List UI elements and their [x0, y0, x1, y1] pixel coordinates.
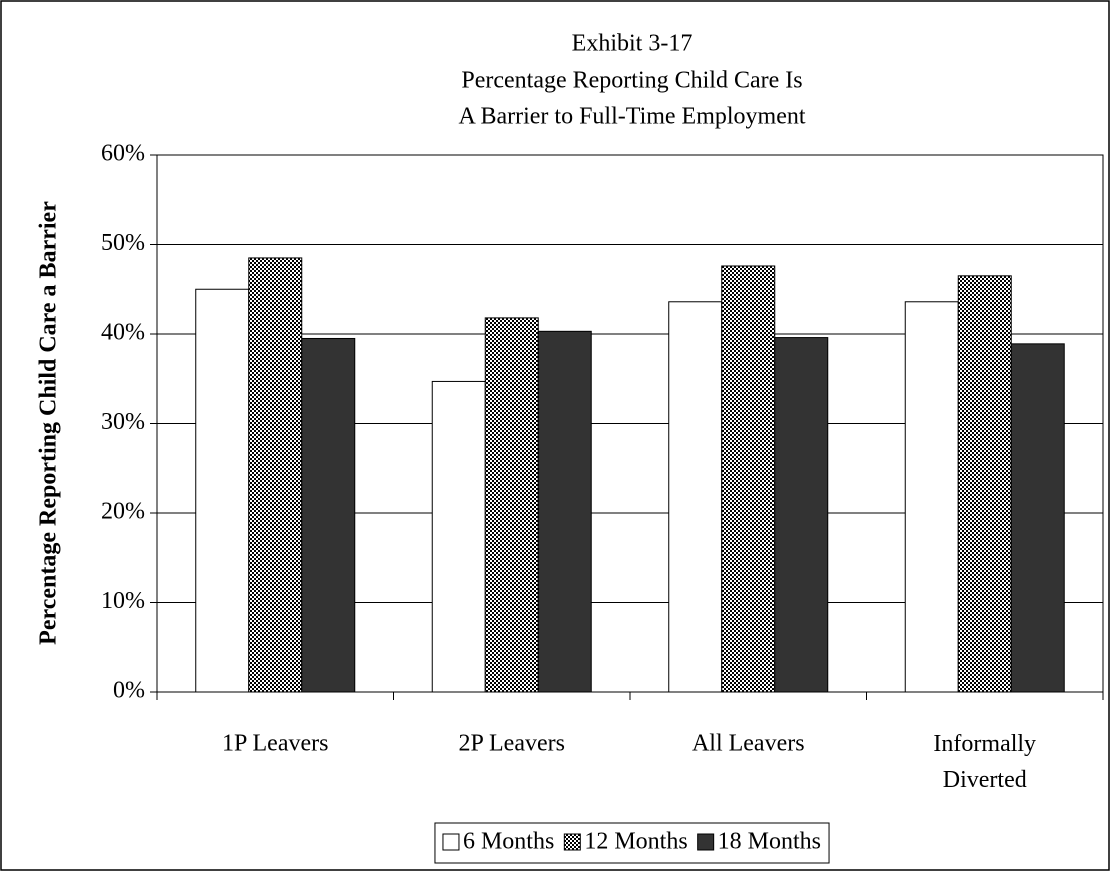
legend-label: 6 Months: [463, 829, 554, 855]
y-tick-label: 20%: [101, 499, 145, 525]
x-tick-label: 1P Leavers: [222, 731, 328, 757]
x-tick-label: Informally Diverted: [933, 731, 1036, 793]
bar: [668, 301, 723, 693]
bar: [537, 330, 592, 693]
chart-title: Percentage Reporting Child Care Is: [461, 68, 802, 94]
y-tick-label: 0%: [113, 678, 145, 704]
bar: [248, 257, 303, 693]
bar: [484, 317, 539, 693]
y-tick-label: 40%: [101, 320, 145, 346]
legend: 6 Months 12 Months 18 Months: [434, 822, 830, 864]
y-axis-label: Percentage Reporting Child Care a Barrie…: [36, 201, 62, 645]
x-tick-label: All Leavers: [692, 731, 805, 757]
bar: [195, 288, 250, 693]
bar: [774, 337, 829, 693]
legend-label: 18 Months: [718, 829, 821, 855]
y-tick-label: 10%: [101, 588, 145, 614]
y-tick-label: 60%: [101, 141, 145, 167]
bar: [904, 301, 959, 693]
chart-title: Exhibit 3-17: [572, 31, 693, 57]
legend-swatch: [563, 833, 581, 851]
x-tick-label: 2P Leavers: [459, 731, 565, 757]
bar: [301, 337, 356, 693]
chart-title: A Barrier to Full-Time Employment: [458, 104, 805, 130]
legend-swatch: [697, 833, 715, 851]
y-tick-label: 30%: [101, 409, 145, 435]
bar: [721, 265, 776, 693]
y-tick-label: 50%: [101, 230, 145, 256]
legend-label: 12 Months: [584, 829, 687, 855]
legend-swatch: [442, 833, 460, 851]
bar: [1010, 343, 1065, 693]
legend-box: [434, 822, 830, 864]
bar: [957, 275, 1012, 693]
bar: [431, 380, 486, 693]
